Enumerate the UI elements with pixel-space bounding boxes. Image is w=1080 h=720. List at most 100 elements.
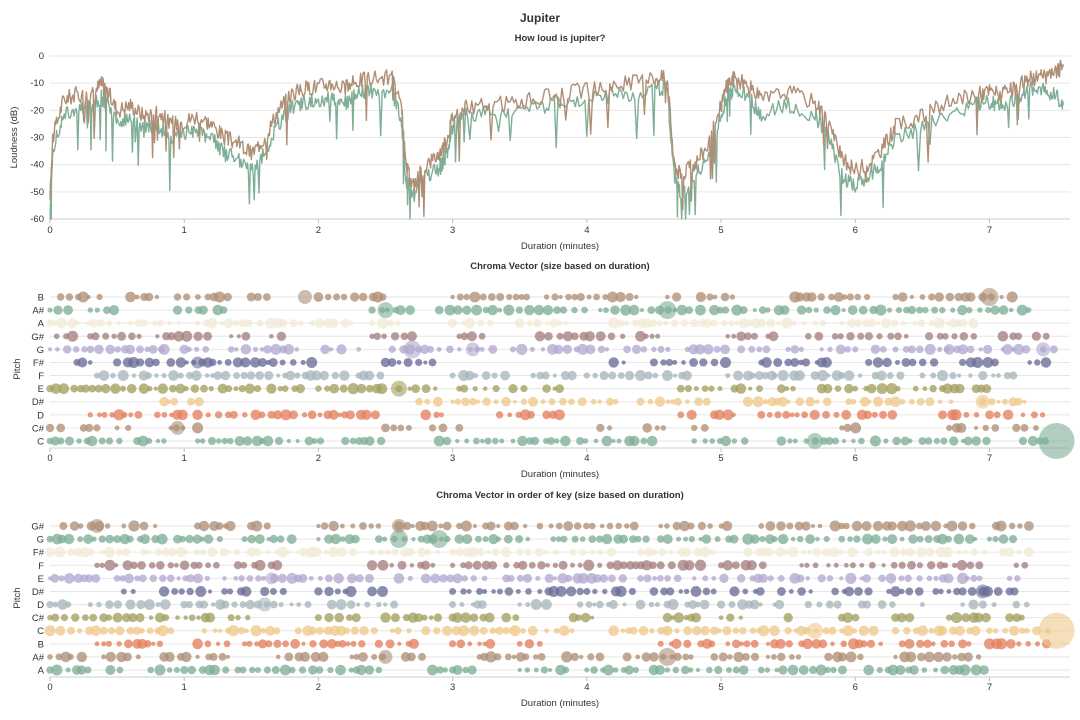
pitch-point <box>479 293 487 301</box>
pitch-point <box>672 359 678 365</box>
pitch-point <box>685 399 690 405</box>
pitch-point <box>966 561 975 570</box>
pitch-point <box>250 625 262 637</box>
pitch-point <box>957 652 966 662</box>
pitch-point <box>449 548 457 556</box>
pitch-point <box>65 293 74 301</box>
pitch-point <box>919 372 926 379</box>
pitch-point <box>192 534 202 544</box>
pitch-point <box>159 396 169 407</box>
pitch-point <box>722 409 734 421</box>
pitch-point <box>1002 627 1009 634</box>
pitch-point <box>812 547 821 557</box>
pitch-point <box>951 333 958 340</box>
pitch-point <box>606 547 616 557</box>
pitch-point <box>276 373 281 378</box>
pitch-point <box>555 384 564 394</box>
pitch-point <box>936 369 949 382</box>
pitch-point <box>773 357 783 367</box>
x-axis-label: Duration (minutes) <box>521 469 599 480</box>
pitch-point <box>453 305 463 315</box>
pitch-point <box>484 437 492 445</box>
pitch-point <box>233 548 240 556</box>
pitch-point <box>258 411 266 419</box>
pitch-label: G <box>37 535 44 546</box>
pitch-point <box>957 521 968 531</box>
pitch-point <box>593 293 600 301</box>
pitch-point <box>350 626 360 635</box>
pitch-point <box>116 641 122 647</box>
pitch-point <box>192 422 204 434</box>
pitch-point <box>482 386 488 391</box>
pitch-point <box>936 561 945 570</box>
pitch-point <box>716 306 724 314</box>
pitch-point <box>271 666 280 674</box>
pitch-point <box>472 560 482 570</box>
pitch-point <box>351 534 360 544</box>
pitch-point <box>1009 371 1018 380</box>
pitch-point <box>223 640 231 648</box>
pitch-label: C# <box>32 423 45 434</box>
pitch-point <box>649 358 658 367</box>
pitch-point <box>510 438 516 444</box>
pitch-point <box>777 384 786 394</box>
pitch-point <box>726 667 732 673</box>
pitch-point <box>261 575 267 581</box>
pitch-point <box>515 652 526 662</box>
pitch-point <box>513 561 521 569</box>
pitch-point <box>592 602 597 607</box>
pitch-point <box>148 344 158 354</box>
pitch-point <box>877 600 887 609</box>
pitch-point <box>364 573 374 583</box>
pitch-point <box>536 640 543 647</box>
pitch-point <box>374 535 383 543</box>
pitch-point <box>260 586 270 597</box>
pitch-point <box>231 601 238 608</box>
pitch-point <box>951 612 963 624</box>
pitch-point <box>948 640 955 648</box>
pitch-point <box>507 412 513 418</box>
pitch-point <box>370 627 378 635</box>
pitch-point <box>438 523 444 529</box>
pitch-point <box>234 436 245 446</box>
pitch-point <box>430 562 436 568</box>
pitch-point <box>890 319 899 327</box>
pitch-point <box>214 411 223 419</box>
pitch-point <box>327 666 334 674</box>
pitch-point <box>982 436 991 446</box>
pitch-point <box>839 320 845 326</box>
y-tick-label: -40 <box>30 160 44 171</box>
pitch-point <box>606 522 614 530</box>
pitch-point <box>640 437 648 445</box>
pitch-point <box>94 307 100 313</box>
pitch-point <box>844 346 851 353</box>
pitch-point <box>664 575 671 582</box>
pitch-point <box>190 384 200 393</box>
pitch-point <box>108 304 120 316</box>
pitch-point <box>811 638 822 649</box>
pitch-point <box>764 547 774 557</box>
pitch-point <box>59 522 68 530</box>
pitch-point <box>739 306 748 315</box>
pitch-point <box>267 410 276 419</box>
pitch-point <box>479 346 485 352</box>
pitch-point <box>504 587 514 596</box>
pitch-point <box>385 639 395 649</box>
pitch-point <box>988 398 996 406</box>
pitch-point <box>117 331 127 341</box>
pitch-point <box>469 625 480 636</box>
pitch-point <box>502 627 510 635</box>
pitch-point <box>608 625 619 637</box>
pitch-point <box>598 307 603 313</box>
pitch-point <box>606 397 614 406</box>
pitch-point <box>917 319 926 327</box>
pitch-point <box>345 585 357 597</box>
pitch-point <box>203 534 214 544</box>
pitch-point <box>135 613 145 623</box>
pitch-point <box>105 437 114 445</box>
pitch-point <box>268 357 278 367</box>
pitch-point <box>544 331 553 341</box>
pitch-point <box>850 398 857 405</box>
pitch-point <box>695 667 701 673</box>
pitch-point <box>124 573 134 584</box>
